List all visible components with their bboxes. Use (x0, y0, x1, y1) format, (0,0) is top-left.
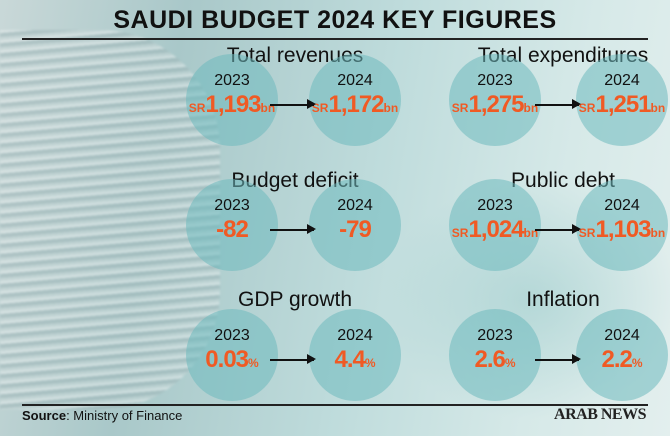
figure-value: 4.4% (275, 346, 435, 374)
figure-value: SR1,172bn (275, 91, 435, 119)
figure-value: -79 (275, 216, 435, 244)
coin-stack-background (0, 30, 220, 410)
year-label: 2024 (604, 327, 640, 344)
year-label: 2024 (337, 72, 373, 89)
unit-suffix: % (631, 356, 643, 370)
section-title: GDP growth (238, 288, 352, 311)
value-number: 0.03 (205, 346, 249, 373)
year-label: 2023 (477, 327, 513, 344)
divider (22, 38, 648, 40)
year-label: 2024 (337, 197, 373, 214)
value-number: 1,251 (595, 91, 651, 118)
year-label: 2023 (214, 72, 250, 89)
arrow-right-icon (534, 355, 581, 363)
year-label: 2023 (214, 327, 250, 344)
unit-suffix: bn (650, 101, 666, 115)
unit-suffix: % (504, 356, 516, 370)
value-number: 1,103 (595, 216, 651, 243)
value-number: 1,024 (468, 216, 524, 243)
figure-circle (576, 179, 668, 271)
currency-prefix: SR (311, 101, 329, 115)
figure-circle (449, 309, 541, 401)
arrow-right-icon (269, 225, 316, 233)
divider (22, 404, 648, 406)
value-number: -79 (339, 216, 372, 243)
year-label: 2024 (604, 197, 640, 214)
figure-circle (186, 179, 278, 271)
figure-circle (309, 54, 401, 146)
unit-suffix: bn (650, 226, 666, 240)
figure-value: SR1,251bn (542, 91, 670, 119)
source-text: : Ministry of Finance (66, 408, 183, 423)
value-number: 1,172 (328, 91, 384, 118)
figure-circle (186, 309, 278, 401)
arrow-right-icon (269, 100, 316, 108)
page-title: SAUDI BUDGET 2024 KEY FIGURES (113, 6, 557, 34)
figure-circle (449, 54, 541, 146)
currency-prefix: SR (451, 226, 469, 240)
source-note: Source: Ministry of Finance (22, 408, 182, 423)
figure-value: 0.03% (152, 346, 312, 374)
source-label: Source (22, 408, 67, 423)
figure-value: 2.6% (415, 346, 575, 374)
figure-value: 2.2% (542, 346, 670, 374)
unit-suffix: % (248, 356, 259, 370)
section-title: Budget deficit (231, 169, 359, 192)
currency-prefix: SR (188, 101, 206, 115)
figure-circle (576, 309, 668, 401)
figure-circle (449, 179, 541, 271)
arab-news-logo: ARAB NEWS (554, 406, 646, 423)
value-number: 1,193 (205, 91, 261, 118)
value-number: 2.2 (601, 346, 632, 373)
year-label: 2023 (477, 72, 513, 89)
arrow-right-icon (534, 225, 581, 233)
currency-prefix: SR (451, 101, 469, 115)
figure-value: SR1,024bn (415, 216, 575, 244)
figure-value: -82 (152, 216, 312, 244)
value-number: 4.4 (334, 346, 365, 373)
figure-value: SR1,193bn (152, 91, 312, 119)
section-title: Public debt (511, 169, 615, 192)
year-label: 2024 (604, 72, 640, 89)
unit-suffix: bn (383, 101, 399, 115)
figure-circle (186, 54, 278, 146)
arrow-right-icon (269, 355, 316, 363)
figure-circle (309, 309, 401, 401)
unit-suffix: % (364, 356, 376, 370)
value-number: 1,275 (468, 91, 524, 118)
figure-value: SR1,103bn (542, 216, 670, 244)
currency-prefix: SR (578, 101, 596, 115)
year-label: 2023 (214, 197, 250, 214)
figure-circle (309, 179, 401, 271)
figure-circle (576, 54, 668, 146)
section-title: Inflation (526, 288, 600, 311)
currency-prefix: SR (578, 226, 596, 240)
year-label: 2024 (337, 327, 373, 344)
year-label: 2023 (477, 197, 513, 214)
value-number: 2.6 (474, 346, 505, 373)
value-number: -82 (216, 216, 249, 243)
arrow-right-icon (534, 100, 581, 108)
